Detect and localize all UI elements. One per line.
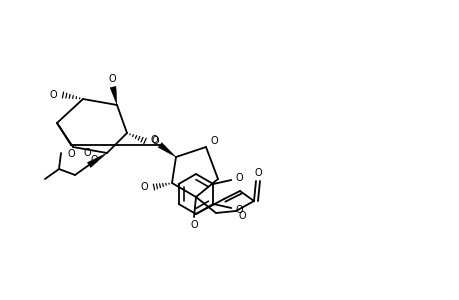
Text: O: O (67, 149, 75, 159)
Polygon shape (158, 142, 176, 157)
Text: O: O (140, 182, 147, 192)
Text: O: O (254, 168, 261, 178)
Text: O: O (151, 136, 158, 146)
Text: O: O (235, 205, 243, 215)
Text: O: O (235, 173, 243, 183)
Text: O: O (49, 90, 57, 100)
Text: O: O (238, 211, 245, 221)
Text: O: O (210, 136, 218, 146)
Text: O: O (90, 155, 98, 165)
Text: O: O (108, 74, 116, 84)
Text: O: O (150, 135, 157, 145)
Polygon shape (110, 86, 117, 105)
Text: O: O (190, 220, 197, 230)
Polygon shape (87, 153, 107, 167)
Text: O: O (83, 148, 90, 158)
